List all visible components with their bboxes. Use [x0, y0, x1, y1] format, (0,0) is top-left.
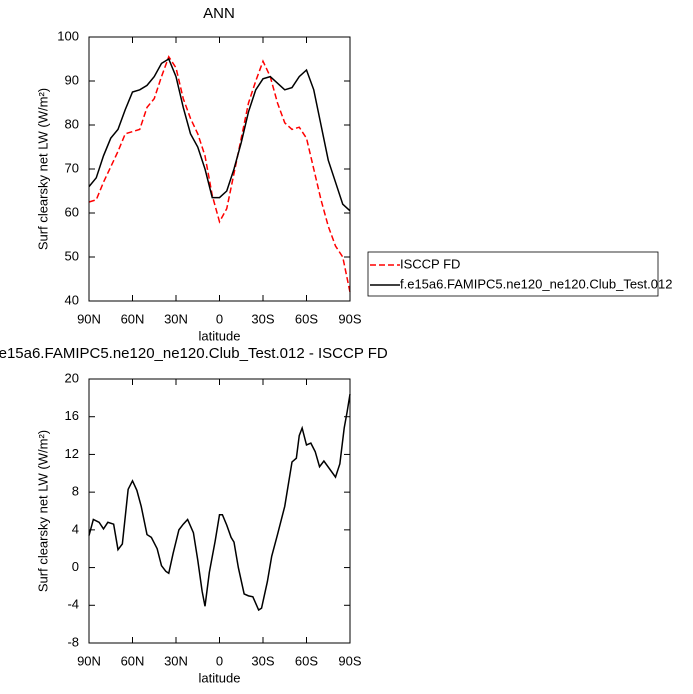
x-axis-label: latitude — [199, 328, 241, 343]
y-axis-label: Surf clearsky net LW (W/m²) — [35, 430, 50, 592]
x-tick-label: 30N — [164, 311, 188, 326]
legend: ISCCP FD f.e15a6.FAMIPC5.ne120_ne120.Club… — [367, 251, 672, 297]
x-tick-label: 60S — [295, 311, 318, 326]
x-tick-label: 60S — [295, 653, 318, 668]
x-tick-label: 90S — [338, 311, 361, 326]
chart-title: ANN — [203, 5, 235, 22]
y-tick-label: 50 — [65, 248, 79, 263]
legend-box — [367, 251, 659, 297]
y-tick-label: 80 — [65, 116, 79, 131]
x-tick-label: 30S — [251, 653, 274, 668]
y-tick-label: 12 — [65, 446, 79, 461]
legend-label: f.e15a6.FAMIPC5.ne120_ne120.Club_Test.01… — [400, 276, 672, 291]
data-line — [88, 55, 351, 293]
legend-label: ISCCP FD — [400, 256, 460, 271]
x-tick-label: 60N — [121, 653, 145, 668]
x-tick-label: 90N — [77, 653, 101, 668]
x-tick-label: 30N — [164, 653, 188, 668]
y-tick-label: 0 — [72, 559, 79, 574]
x-axis-label: latitude — [199, 670, 241, 685]
y-tick-label: 16 — [65, 408, 79, 423]
data-line — [88, 393, 351, 612]
y-tick-label: 100 — [57, 28, 79, 43]
y-tick-label: 60 — [65, 204, 79, 219]
chart-title: f.e15a6.FAMIPC5.ne120_ne120.Club_Test.01… — [0, 345, 388, 362]
y-tick-label: 20 — [65, 370, 79, 385]
x-tick-label: 0 — [216, 653, 223, 668]
x-tick-label: 0 — [216, 311, 223, 326]
y-tick-label: 8 — [72, 484, 79, 499]
y-tick-label: -4 — [67, 597, 79, 612]
x-tick-label: 90N — [77, 311, 101, 326]
y-tick-label: 40 — [65, 292, 79, 307]
plot-frame — [88, 36, 351, 302]
x-tick-label: 30S — [251, 311, 274, 326]
x-tick-label: 60N — [121, 311, 145, 326]
y-tick-label: -8 — [67, 634, 79, 649]
y-axis-label: Surf clearsky net LW (W/m²) — [35, 88, 50, 250]
y-tick-label: 90 — [65, 72, 79, 87]
y-tick-label: 70 — [65, 160, 79, 175]
x-tick-label: 90S — [338, 653, 361, 668]
data-line — [88, 57, 351, 212]
y-tick-label: 4 — [72, 521, 79, 536]
plot-frame — [88, 378, 351, 644]
